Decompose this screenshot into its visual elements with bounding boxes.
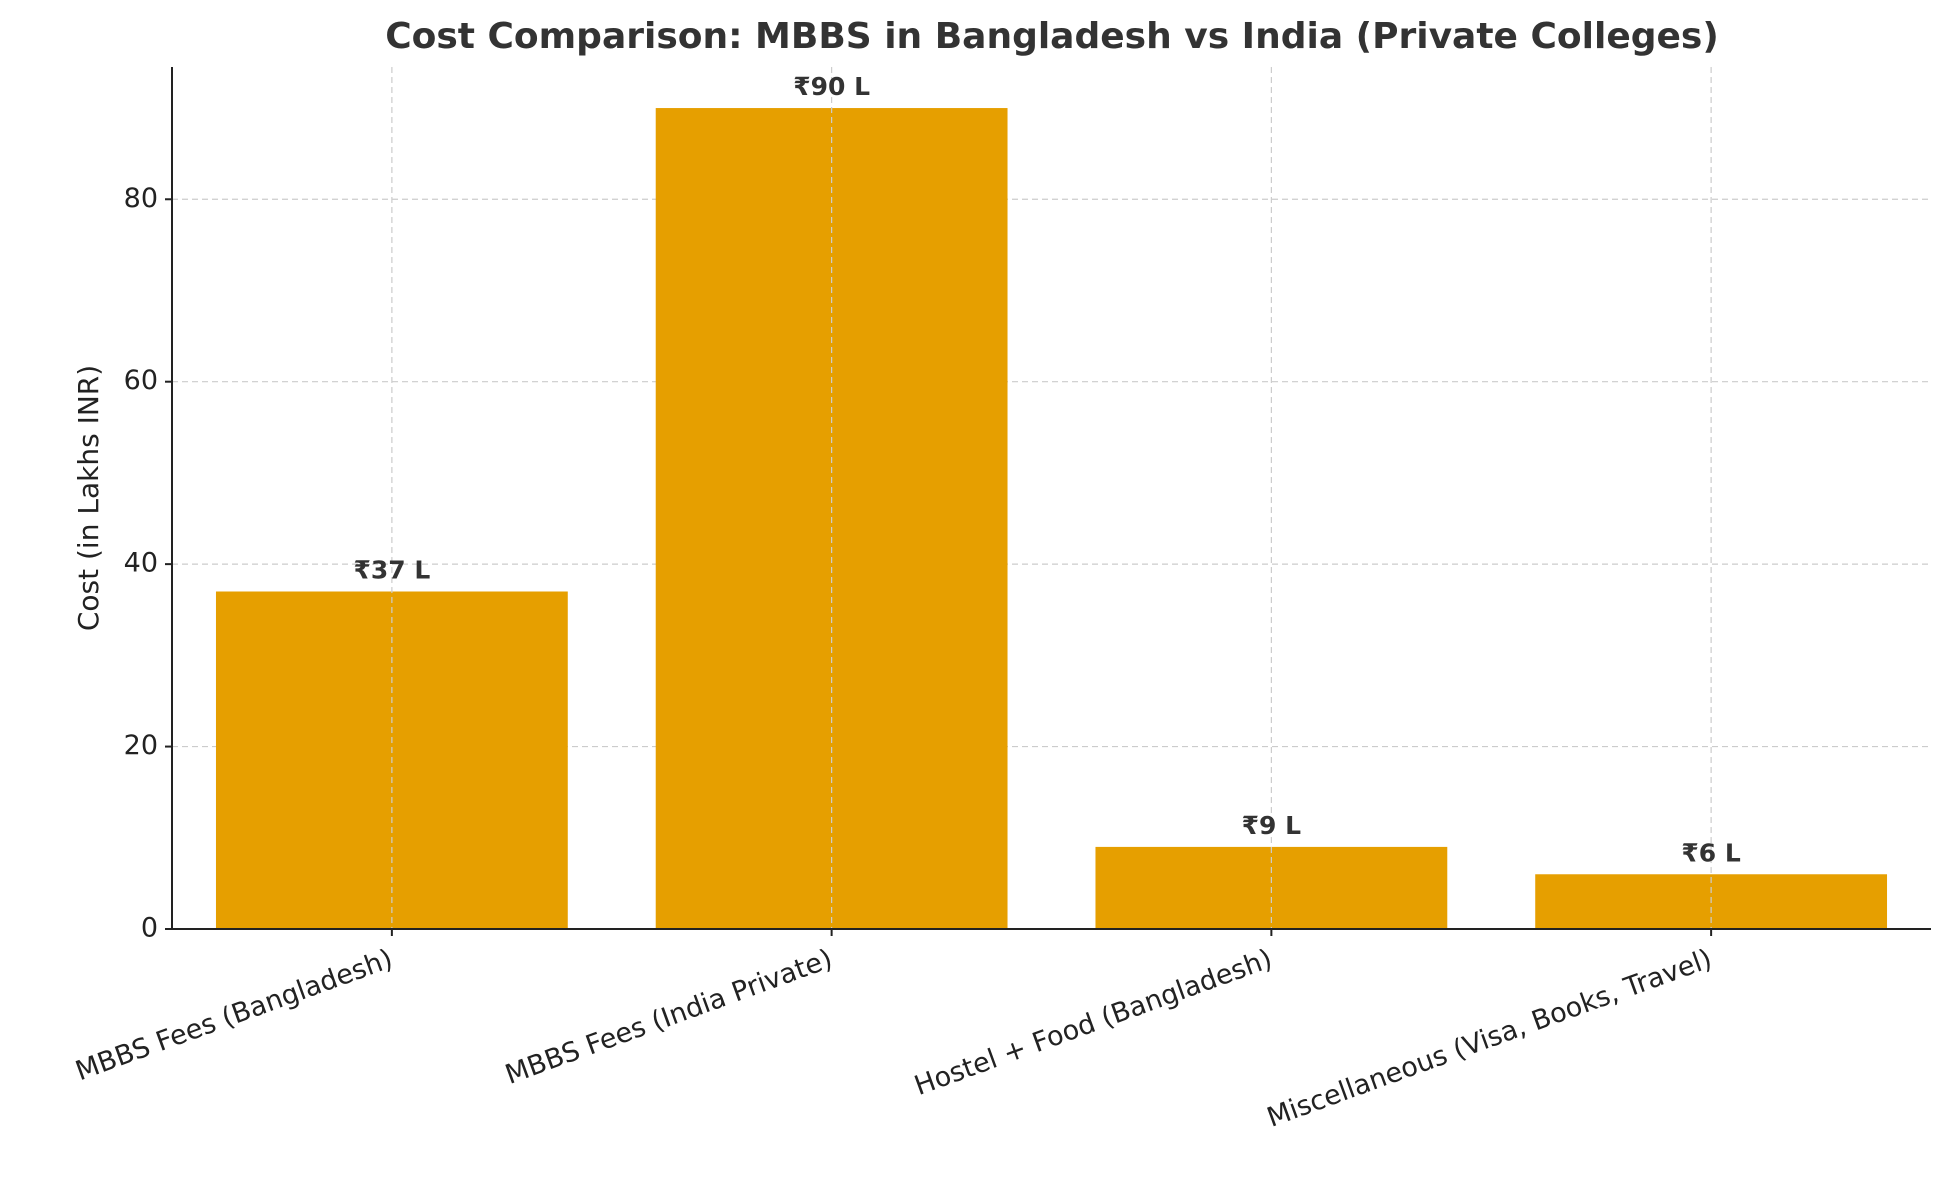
chart-title: Cost Comparison: MBBS in Bangladesh vs I…: [385, 16, 1719, 57]
x-tick-label: Miscellaneous (Visa, Books, Travel): [1263, 943, 1716, 1133]
y-tick-label: 40: [124, 548, 158, 579]
value-label: ₹9 L: [1242, 811, 1301, 840]
y-tick-label: 0: [141, 913, 158, 944]
value-label: ₹90 L: [793, 72, 870, 101]
y-tick-label: 80: [124, 183, 158, 214]
value-label: ₹6 L: [1681, 838, 1740, 867]
y-tick-label: 60: [124, 365, 158, 396]
x-tick-label: Hostel + Food (Bangladesh): [910, 943, 1276, 1101]
y-axis-label: Cost (in Lakhs INR): [72, 365, 105, 631]
x-tick-label: MBBS Fees (India Private): [501, 943, 836, 1090]
y-tick-label: 20: [124, 730, 158, 761]
x-tick-label: MBBS Fees (Bangladesh): [72, 943, 397, 1087]
value-label: ₹37 L: [353, 555, 430, 584]
